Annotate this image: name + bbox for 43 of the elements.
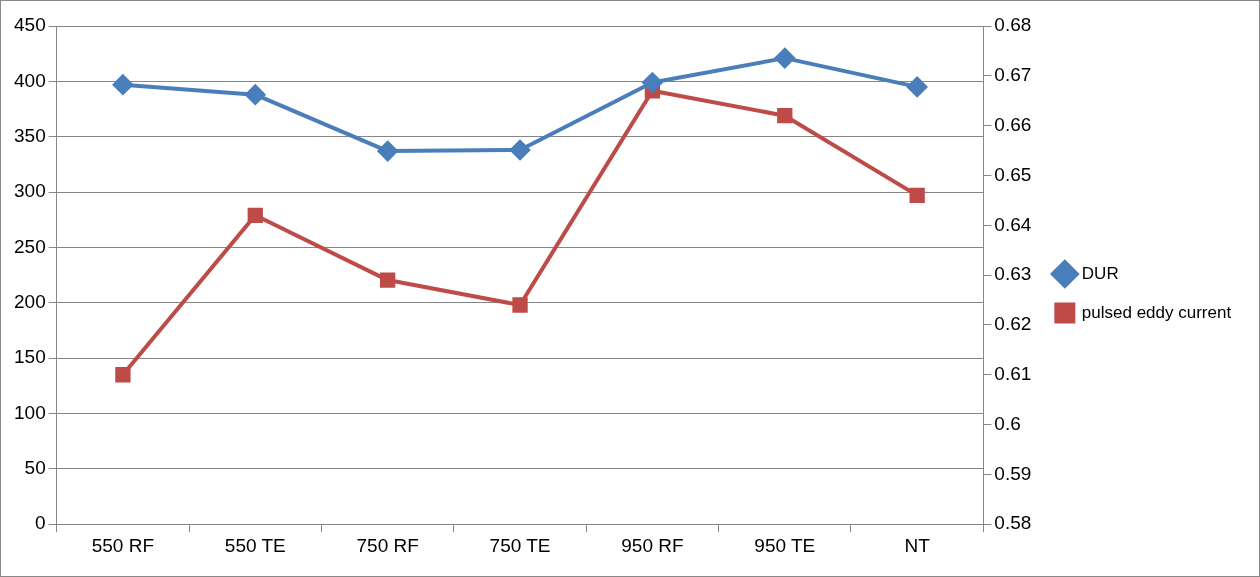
y2-tick-label: 0.62 (994, 313, 1032, 335)
x-tick-label: 550 TE (224, 534, 286, 556)
y-tick-label: 350 (14, 124, 46, 146)
point (247, 207, 263, 223)
y2-tick-label: 0.63 (994, 263, 1032, 285)
y2-tick-label: 0.58 (994, 512, 1032, 534)
point (245, 84, 266, 105)
point (512, 297, 528, 313)
point (907, 76, 928, 97)
x-tick-label: 950 RF (621, 534, 684, 556)
y2-tick-label: 0.65 (994, 163, 1032, 185)
y2-tick-label: 0.66 (994, 113, 1032, 135)
y-tick-label: 300 (14, 180, 46, 202)
y2-tick-label: 0.68 (994, 14, 1032, 36)
point (115, 367, 131, 383)
y-tick-label: 200 (14, 291, 46, 313)
y2-tick-label: 0.59 (994, 462, 1032, 484)
legend-label: DUR (1081, 263, 1119, 283)
point (777, 108, 793, 124)
x-tick-label: 950 TE (754, 534, 816, 556)
point (909, 187, 925, 204)
y-tick-label: 50 (24, 457, 46, 479)
y2-tick-label: 0.64 (994, 213, 1032, 235)
y2-tick-label: 0.67 (994, 64, 1032, 86)
y-tick-label: 450 (14, 14, 46, 36)
y-tick-label: 250 (14, 235, 46, 257)
y2-tick-label: 0.61 (994, 362, 1032, 384)
x-tick-label: 550 RF (91, 534, 155, 556)
point (379, 272, 396, 288)
y-tick-label: 100 (14, 401, 46, 423)
point (510, 140, 531, 160)
point (774, 48, 795, 69)
x-tick-label: 750 TE (489, 534, 551, 556)
y-tick-label: 0 (35, 512, 46, 534)
y-tick-label: 150 (14, 346, 46, 368)
point (112, 74, 133, 95)
point (377, 141, 398, 162)
legend-label: pulsed eddy current (1081, 302, 1232, 322)
y2-tick-label: 0.6 (994, 412, 1021, 434)
y-tick-label: 400 (14, 69, 46, 91)
point (642, 72, 663, 93)
x-tick-label: 750 RF (356, 534, 419, 556)
x-tick-label: NT (904, 534, 931, 556)
